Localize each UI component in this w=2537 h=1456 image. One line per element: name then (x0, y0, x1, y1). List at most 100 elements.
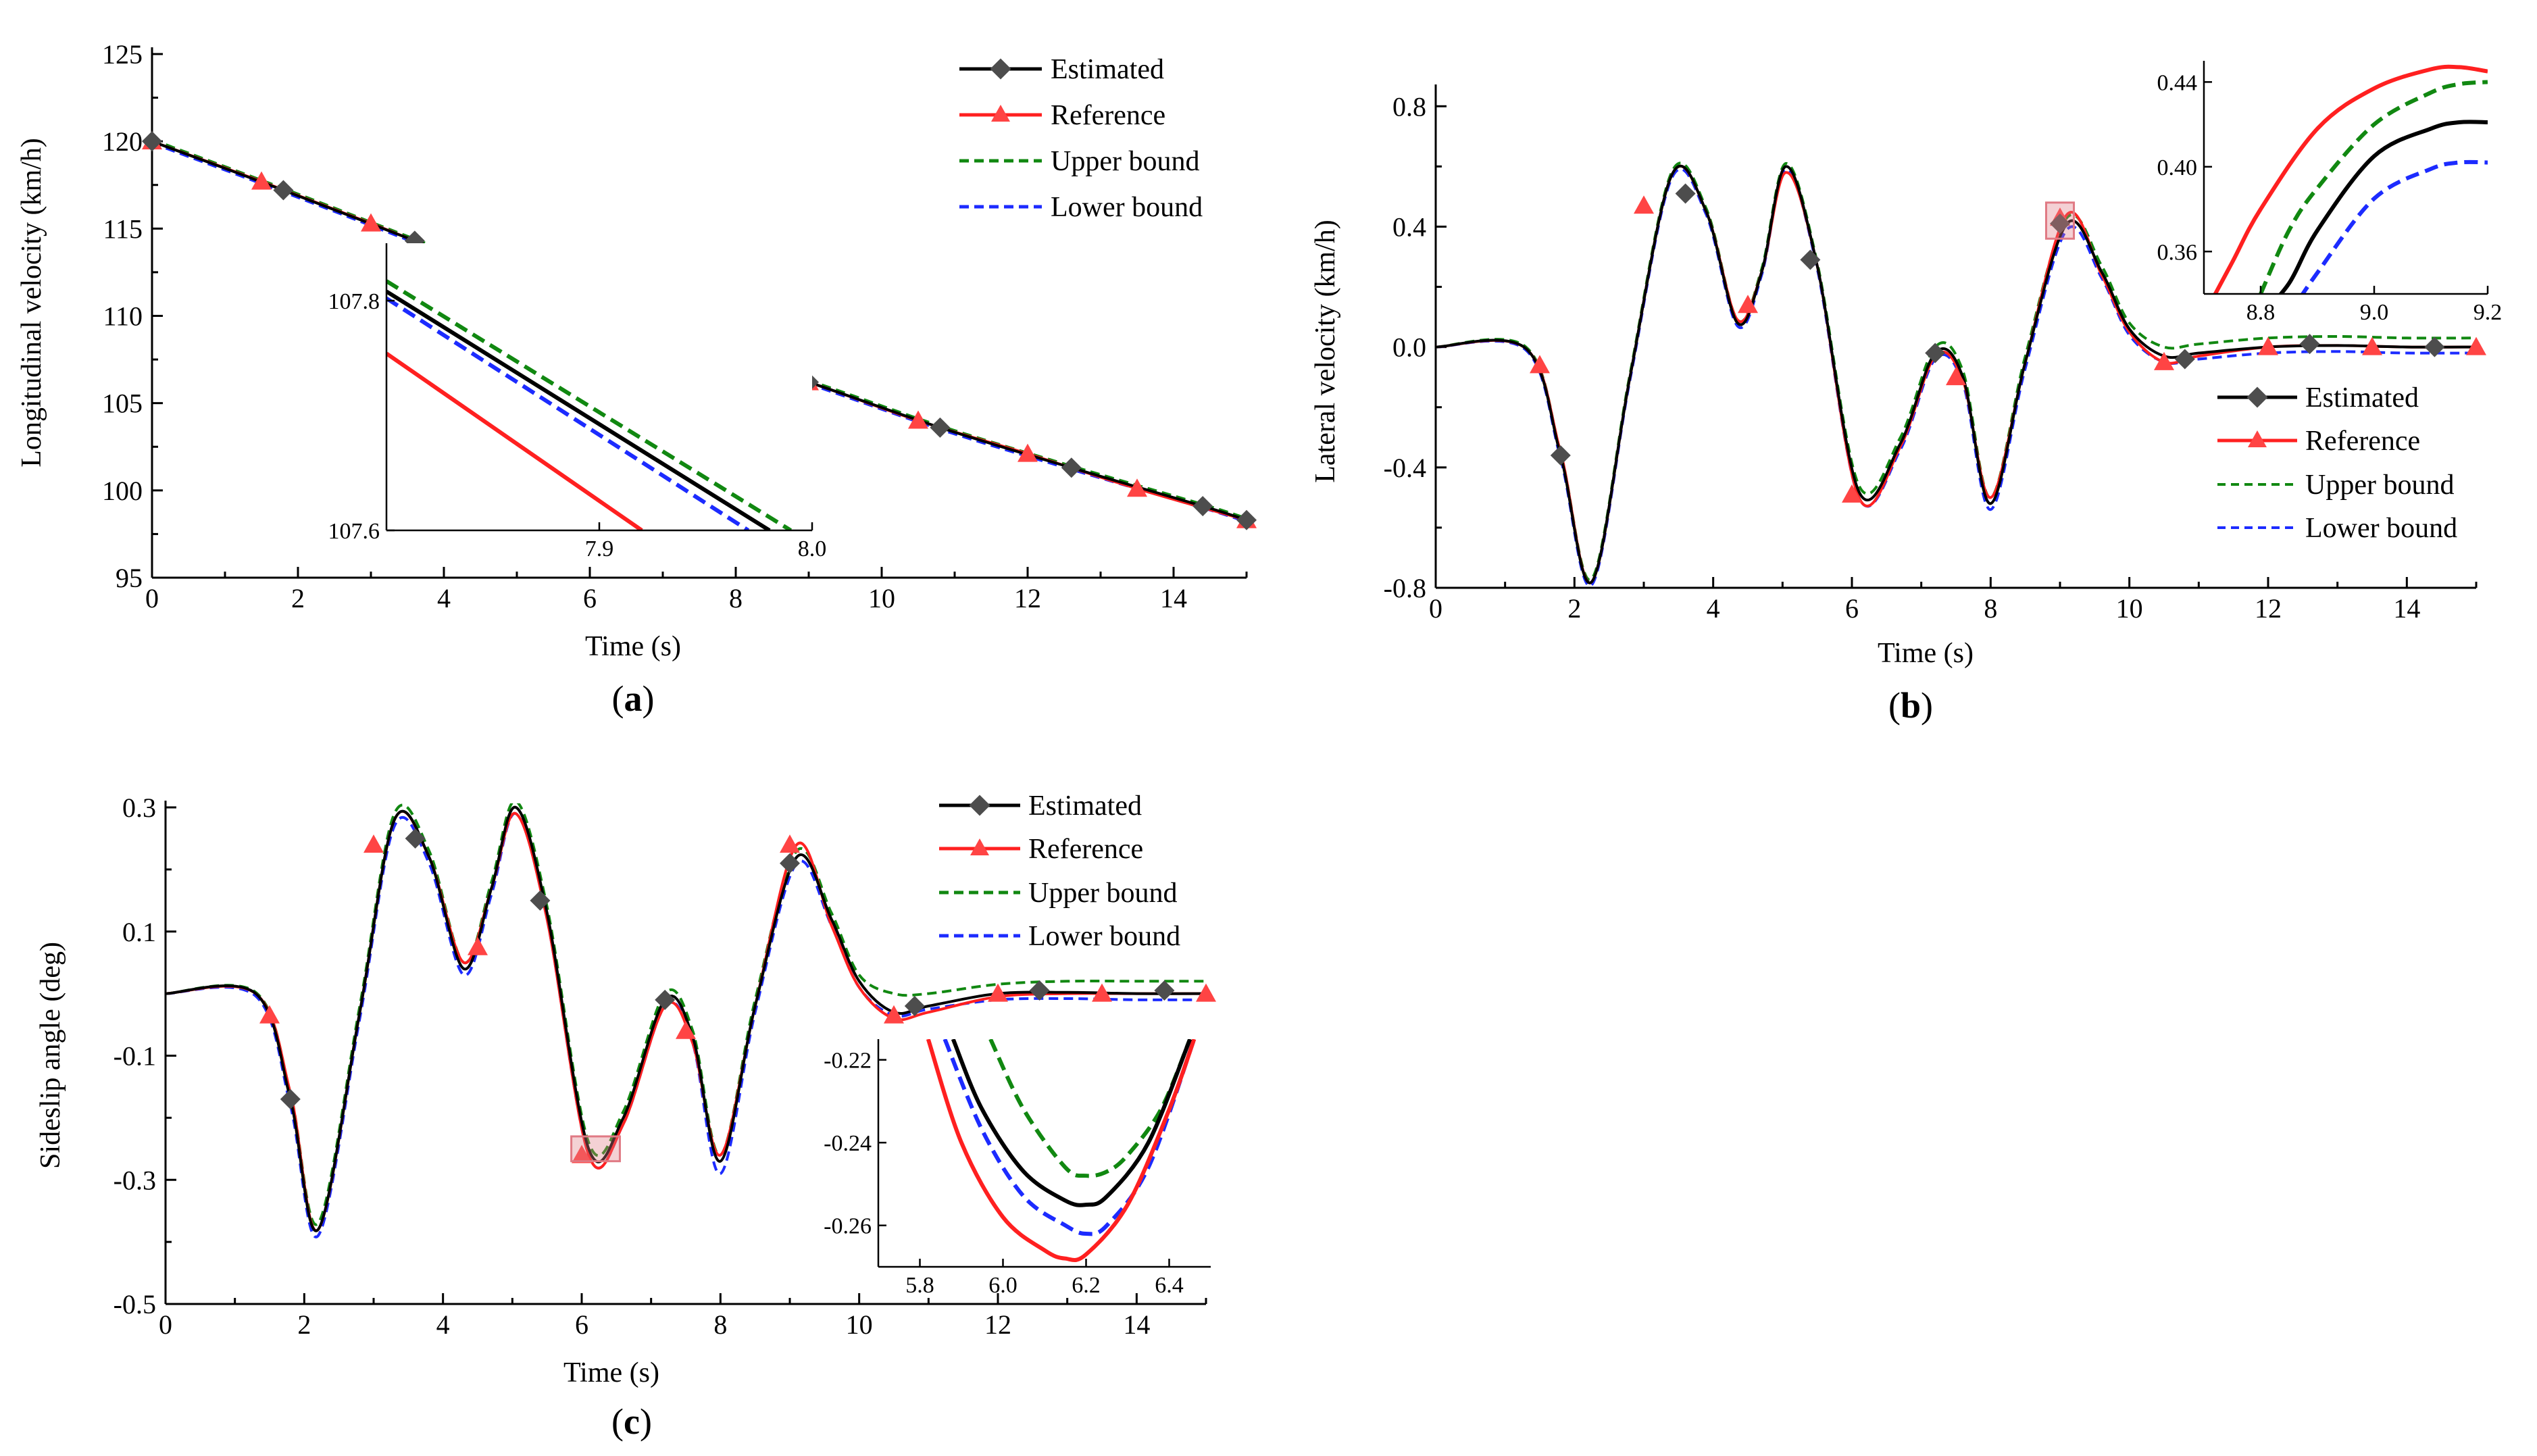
panel-b-inset: 8.8 9.0 9.2 0.36 0.40 0.44 (2157, 61, 2503, 325)
panel-b-label: (b) (1888, 685, 1933, 726)
panel-a-x-tick-label: 10 (868, 583, 895, 613)
panel-c-zoom-box (570, 1135, 621, 1163)
panel-b-xlabel: Time (s) (1878, 638, 1974, 669)
panel-c-inset-line-reference (926, 1039, 1197, 1263)
panel-c-inset: 5.8 6.0 6.2 6.4 -0.26 -0.24 -0.22 (824, 1039, 1211, 1298)
panel-a-xlabel: Time (s) (585, 631, 681, 662)
panel-b-markers (1530, 183, 2486, 503)
panel-a-inset-lines (386, 279, 793, 530)
panel-c-reference-marker (676, 1020, 696, 1039)
panel-b-estimated-marker (2424, 336, 2445, 357)
panel-b-y-tick-label: 0.4 (1392, 211, 1426, 242)
panel-c-reference-marker (468, 936, 488, 955)
panel-c-reference-marker (988, 983, 1008, 1002)
panel-c-x-tick-label: 10 (846, 1309, 873, 1340)
panel-c-x-tick-label: 0 (159, 1309, 172, 1340)
panel-c-estimated-marker (280, 1088, 301, 1109)
panel-a-inset-line-estimated (386, 289, 771, 530)
panel-a: Longitudinal velocity (km/h) Time (s) (a… (16, 39, 1257, 719)
panel-b-reference-marker (2154, 351, 2174, 370)
panel-c-estimated-marker (655, 989, 676, 1010)
panel-b-ylabel: Lateral velocity (km/h) (1310, 220, 1341, 483)
panel-c-inset-x-tick-label: 6.4 (1155, 1273, 1184, 1298)
panel-a-x-tick-label: 4 (437, 583, 451, 613)
panel-c: Sideslip angle (deg) Time (s) (c) 0 2 4 6 8 1… (35, 790, 1216, 1442)
panel-c-inset-y-tick-label: -0.26 (824, 1214, 872, 1239)
panel-b-legend: Estimated Reference Upper bound Lower bo… (2217, 382, 2457, 544)
panel-c-reference-marker (1092, 983, 1112, 1002)
panel-b-estimated-marker (1800, 249, 1821, 270)
panel-b-reference-marker (1634, 195, 1654, 214)
legend-c-reference-marker (970, 838, 989, 855)
panel-c-estimated-marker (1154, 980, 1175, 1001)
panel-b-estimated-marker (1550, 445, 1571, 466)
panel-a-y-tick-label: 110 (103, 301, 143, 332)
panel-c-x-tick-label: 8 (713, 1309, 727, 1340)
panel-c-plot-area: 0 2 4 6 8 10 12 14 -0.5 -0.3 -0.1 0.1 0.3 5.8 6.0 6.2 6.… (114, 793, 1216, 1340)
panel-c-reference-marker (572, 1145, 592, 1163)
panel-c-inset-line-estimated (951, 1039, 1192, 1207)
legend-b-upper-label: Upper bound (2305, 470, 2454, 501)
panel-b: Lateral velocity (km/h) Time (s) (b) 0 2 4… (1310, 61, 2502, 726)
panel-c-inset-lines (926, 1039, 1197, 1263)
panel-c-estimated-marker (530, 890, 551, 911)
panel-b-x-tick-label: 14 (2393, 593, 2420, 624)
panel-c-markers (259, 828, 1216, 1163)
panel-b-letter: b (1901, 685, 1921, 726)
panel-c-y-tick-label: 0.3 (122, 793, 156, 823)
panel-b-estimated-marker (1925, 343, 1946, 363)
panel-c-x-tick-label: 4 (436, 1309, 450, 1340)
panel-b-estimated-marker (2174, 349, 2195, 370)
panel-a-inset-line-reference (386, 351, 643, 530)
panel-a-y-tick-label: 95 (116, 563, 143, 593)
legend-b-estimated-marker (2246, 386, 2268, 408)
panel-a-y-tick-label: 105 (102, 388, 143, 419)
panel-c-inset-x-tick-label: 6.0 (988, 1273, 1018, 1298)
panel-b-inset-y-tick-label: 0.44 (2157, 70, 2198, 95)
panel-c-xlabel: Time (s) (563, 1357, 659, 1388)
legend-b-reference-marker (2248, 430, 2267, 447)
legend-a-estimated-label: Estimated (1051, 54, 1164, 85)
panel-b-plot-area: 0 2 4 6 8 10 12 14 -0.8 -0.4 0.0 0.4 0.8 8.8 9.0 9.2 0.3… (1384, 61, 2503, 624)
panel-c-y-tick-label: -0.5 (114, 1289, 156, 1320)
panel-a-reference-marker (908, 410, 928, 429)
panel-b-inset-x-tick-label: 9.2 (2473, 300, 2503, 325)
panel-a-inset-background (386, 243, 812, 530)
panel-a-estimated-marker (273, 180, 294, 201)
panel-b-y-tick-label: 0.8 (1392, 91, 1426, 122)
panel-a-inset-line-upper-bound (386, 279, 793, 530)
legend-a-lower-label: Lower bound (1051, 192, 1203, 223)
panel-b-x-tick-label: 4 (1707, 593, 1720, 624)
panel-a-inset-y-tick-label: 107.8 (328, 289, 380, 314)
panel-a-reference-marker (1127, 478, 1147, 497)
panel-c-inset-x-tick-label: 5.8 (905, 1273, 934, 1298)
panel-b-x-tick-label: 10 (2116, 593, 2143, 624)
panel-a-label: (a) (612, 678, 655, 719)
panel-c-estimated-marker (1029, 980, 1050, 1001)
panel-a-y-tick-label: 115 (103, 214, 143, 244)
panel-c-line-estimated (166, 805, 1206, 1232)
legend-c-estimated-marker (969, 795, 990, 816)
panel-c-line-upper-bound (166, 803, 1206, 1226)
panel-b-estimated-marker (2050, 214, 2070, 234)
panel-c-reference-marker (884, 1005, 904, 1024)
panel-a-x-tick-label: 14 (1160, 583, 1187, 613)
panel-b-reference-marker (2362, 336, 2382, 355)
panel-b-inset-line-reference (2213, 64, 2488, 294)
panel-c-inset-y-tick-label: -0.22 (824, 1049, 872, 1074)
panel-a-y-tick-label: 120 (102, 126, 143, 157)
panel-c-y-tick-label: -0.3 (114, 1165, 156, 1195)
legend-a-upper-label: Upper bound (1051, 146, 1199, 177)
legend-b-estimated-label: Estimated (2305, 382, 2419, 413)
panel-c-label: (c) (611, 1401, 652, 1442)
panel-b-inset-x-tick-label: 9.0 (2360, 300, 2389, 325)
panel-b-reference-marker (2466, 336, 2486, 355)
legend-c-estimated-label: Estimated (1028, 790, 1142, 822)
legend-c-lower-label: Lower bound (1028, 921, 1180, 952)
panel-c-x-tick-label: 6 (575, 1309, 588, 1340)
panel-b-inset-y-tick-label: 0.40 (2157, 155, 2198, 180)
panel-c-letter: c (624, 1401, 640, 1442)
panel-c-estimated-marker (405, 828, 426, 849)
panel-a-inset-x-tick-label: 7.9 (585, 536, 614, 561)
panel-c-reference-marker (780, 834, 800, 853)
